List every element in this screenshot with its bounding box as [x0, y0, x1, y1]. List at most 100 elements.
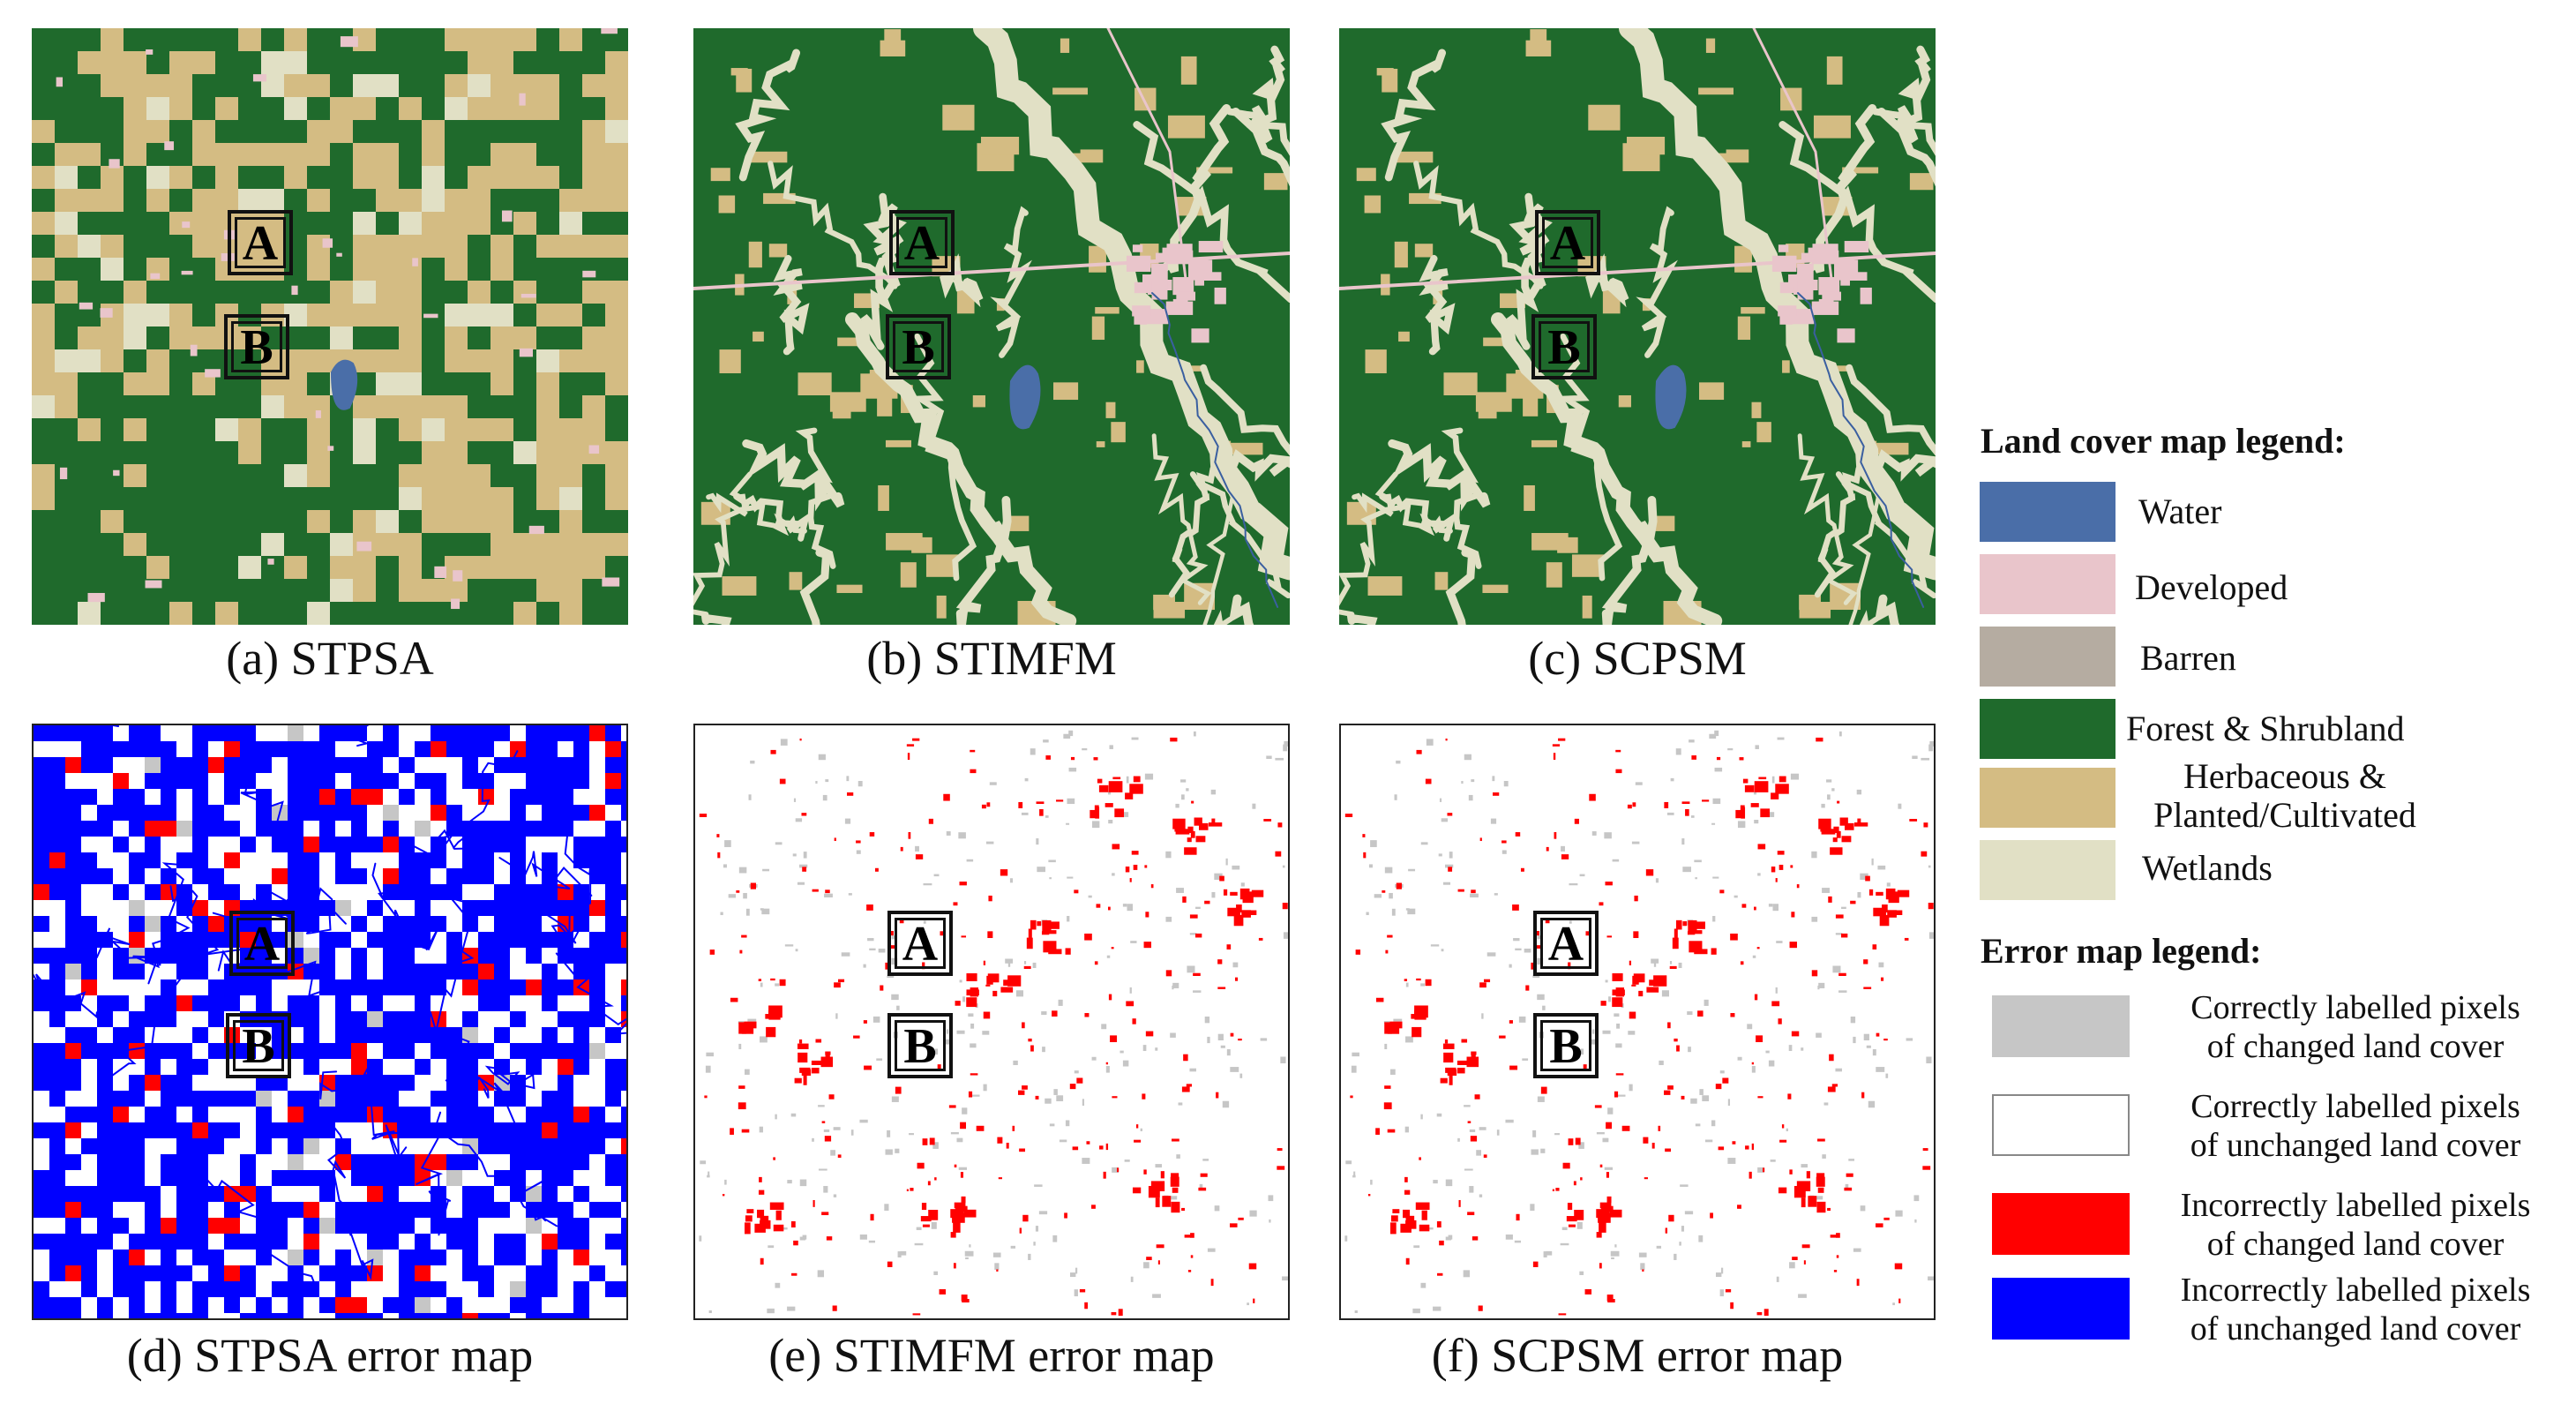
error-speck: [1211, 818, 1216, 824]
error-cluster: [1754, 781, 1769, 792]
water-body: [330, 359, 358, 410]
error-speck: [915, 845, 919, 852]
herbaceous-patch: [886, 533, 923, 551]
land-patch: [169, 487, 192, 510]
error-speck: [1607, 1299, 1615, 1302]
error-cell: [303, 884, 319, 900]
error-cell: [558, 1075, 573, 1091]
land-patch: [605, 418, 628, 441]
error-cell: [288, 1281, 303, 1297]
herbaceous-patch: [1524, 484, 1535, 511]
land-patch: [101, 487, 124, 510]
error-cell: [526, 789, 542, 805]
error-speck: [1130, 1276, 1134, 1282]
error-speck: [1384, 1085, 1391, 1089]
river-line: [1151, 292, 1279, 608]
land-patch: [146, 510, 169, 533]
error-cell: [510, 741, 526, 757]
land-patch: [261, 464, 284, 487]
error-speck: [1467, 1212, 1475, 1216]
error-cell: [526, 1297, 542, 1313]
wetland-stream: [1846, 364, 1936, 456]
land-patch: [445, 97, 468, 120]
error-speck: [815, 1039, 822, 1043]
error-speck: [923, 883, 932, 886]
error-cell: [192, 1154, 208, 1170]
error-cell: [478, 725, 494, 741]
error-speck: [834, 837, 836, 842]
land-patch: [536, 602, 559, 625]
error-speck: [1501, 850, 1507, 854]
error-cell: [81, 1250, 97, 1265]
error-speck: [1079, 1288, 1086, 1293]
error-cell: [208, 1043, 224, 1059]
error-speck: [1642, 1269, 1644, 1272]
error-cell: [542, 884, 558, 900]
error-speck: [962, 996, 966, 1002]
herbaceous-patch: [722, 576, 757, 596]
region-box-a: A: [229, 911, 295, 976]
error-cell: [415, 1059, 431, 1075]
error-cell: [81, 1138, 97, 1154]
error-cell: [510, 979, 526, 995]
error-speck: [897, 1251, 902, 1257]
land-patch: [330, 602, 353, 625]
error-cell: [192, 821, 208, 837]
error-cell: [176, 948, 192, 964]
error-speck: [1560, 1242, 1569, 1246]
error-speck: [958, 1167, 968, 1170]
error-speck: [1928, 744, 1934, 752]
error-speck: [1252, 803, 1256, 809]
error-cell: [462, 725, 478, 741]
error-speck: [1263, 819, 1272, 822]
error-speck: [1445, 738, 1448, 741]
land-patch: [399, 143, 422, 166]
error-cell: [335, 900, 351, 916]
error-cell: [129, 1011, 145, 1027]
error-speck: [1193, 731, 1196, 737]
error-cell: [208, 868, 224, 884]
error-cell: [573, 741, 589, 757]
error-speck: [1681, 801, 1690, 805]
error-cell: [65, 1265, 81, 1281]
error-cell: [224, 821, 240, 837]
error-speck: [1752, 955, 1756, 958]
error-cell: [621, 1154, 626, 1170]
error-speck: [708, 1171, 710, 1176]
error-cell: [192, 964, 208, 979]
error-cluster: [1187, 837, 1192, 843]
land-patch: [215, 510, 238, 533]
error-speck: [1594, 1105, 1602, 1108]
error-speck: [1067, 915, 1070, 922]
error-legend-title: Error map legend:: [1981, 931, 2262, 971]
error-cell: [383, 821, 399, 837]
error-cluster: [970, 987, 979, 997]
error-speck: [1608, 996, 1612, 1002]
herbaceous-patch: [1367, 576, 1403, 596]
error-speck: [1275, 851, 1282, 857]
error-speck: [1176, 1154, 1180, 1159]
developed-patch: [1805, 254, 1815, 263]
error-speck: [1075, 1267, 1078, 1274]
error-speck: [1049, 877, 1052, 880]
error-cell: [383, 964, 399, 979]
error-cell: [65, 1313, 81, 1318]
land-patch: [513, 235, 536, 258]
error-speck: [799, 738, 802, 741]
error-speck: [1579, 874, 1585, 877]
herbaceous-patch: [1626, 136, 1666, 155]
developed-patch: [1198, 241, 1224, 253]
error-cell: [367, 789, 383, 805]
land-patch: [32, 510, 55, 533]
land-patch: [169, 441, 192, 464]
error-speck: [1829, 1054, 1834, 1062]
error-cell: [240, 1313, 256, 1318]
error-speck: [1232, 865, 1240, 870]
error-speck: [1189, 933, 1197, 935]
error-speck: [1076, 1077, 1083, 1084]
error-cell: [113, 964, 129, 979]
land-patch: [559, 326, 582, 349]
error-cell: [161, 1107, 176, 1122]
error-cell: [97, 1091, 113, 1107]
herbaceous-patch: [1414, 244, 1434, 258]
